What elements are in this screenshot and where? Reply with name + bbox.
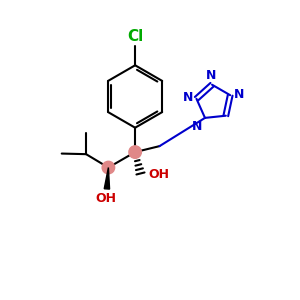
Text: Cl: Cl bbox=[127, 29, 143, 44]
Text: OH: OH bbox=[149, 169, 170, 182]
Text: OH: OH bbox=[95, 192, 116, 205]
Circle shape bbox=[102, 161, 115, 174]
Text: N: N bbox=[192, 120, 203, 133]
Polygon shape bbox=[104, 167, 110, 189]
Text: N: N bbox=[234, 88, 244, 101]
Text: N: N bbox=[206, 69, 216, 82]
Circle shape bbox=[129, 146, 141, 158]
Text: N: N bbox=[182, 91, 193, 104]
